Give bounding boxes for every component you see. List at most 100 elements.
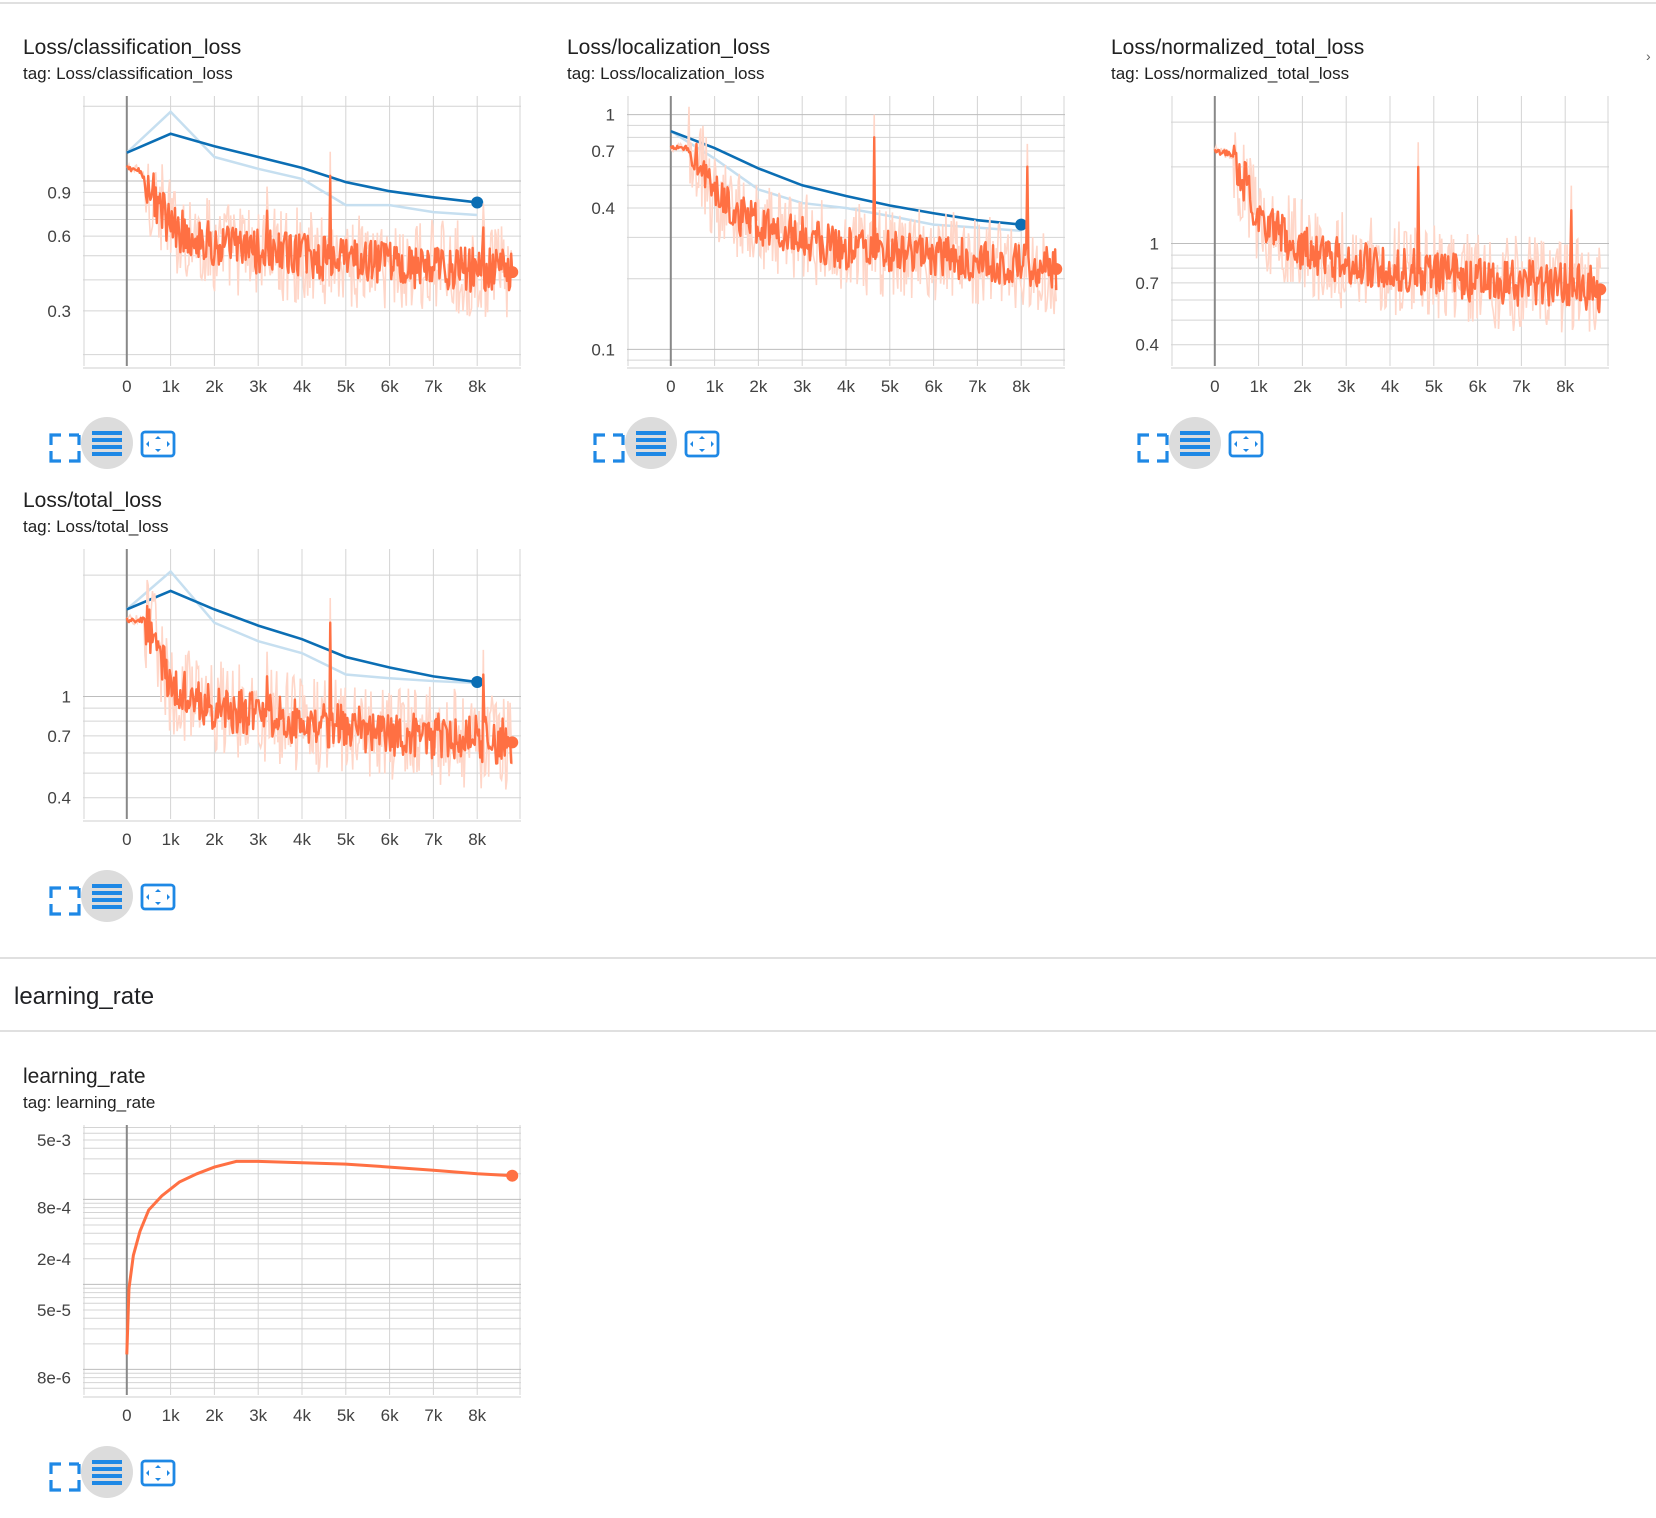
line-chart[interactable]: 0 1k 2k 3k 4k 5k 6k 7k 8k 0.4 0.7 1 [1111,96,1609,416]
x-tick-label: 7k [424,377,442,396]
line-chart[interactable]: 0 1k 2k 3k 4k 5k 6k 7k 8k 0.4 0.7 1 [23,549,521,869]
fullscreen-button[interactable] [33,870,85,922]
log-scale-icon [636,431,666,456]
fullscreen-button[interactable] [1121,417,1173,469]
eval-smoothed-line [126,132,478,204]
eval-last-point [1015,218,1028,231]
eval-smoothed-line [126,589,478,684]
log-scale-icon [92,1460,122,1485]
fit-domain-button[interactable] [131,417,183,469]
y-tick-label: 0.6 [47,227,71,246]
x-tick-label: 2k [1293,377,1311,396]
train-line [125,1159,513,1355]
x-tick-label: 3k [249,377,267,396]
x-tick-label: 7k [424,830,442,849]
y-tick-label: 0.3 [47,302,71,321]
x-tick-label: 5k [881,377,899,396]
x-tick-label: 4k [1381,377,1399,396]
line-chart[interactable]: 0 1k 2k 3k 4k 5k 6k 7k 8k 8e-6 5e-5 2e-4 8e-4 5e-3 [23,1125,521,1445]
series-eval [670,129,1028,233]
fit-domain-button[interactable] [675,417,727,469]
fullscreen-icon [1137,433,1169,463]
gridlines [83,1125,521,1395]
y-tick-label: 0.1 [591,340,615,359]
y-tick-label: 0.7 [591,142,615,161]
fullscreen-button[interactable] [33,1446,85,1498]
series-eval [125,569,484,689]
train-smoothed-line [1213,144,1602,314]
section-title[interactable]: learning_rate [14,983,155,1010]
log-scale-icon [92,884,122,909]
fullscreen-button[interactable] [33,417,85,469]
x-tick-label: 1k [1250,377,1268,396]
log-scale-toggle-button[interactable] [625,417,677,469]
x-tick-label: 0 [1210,377,1219,396]
log-scale-toggle-button[interactable] [81,870,133,922]
x-tick-label: 5k [337,1406,355,1425]
card-title: Loss/total_loss [23,489,162,512]
line-chart[interactable]: 0 1k 2k 3k 4k 5k 6k 7k 8k 0.3 0.6 0.9 [23,96,521,416]
eval-last-point [471,196,484,209]
log-scale-toggle-button[interactable] [81,1446,133,1498]
y-tick-label: 2e-4 [37,1250,71,1269]
train-last-point [506,736,519,749]
chart-card-normalized-total: Loss/normalized_total_loss tag: Loss/nor… [1111,36,1609,476]
x-tick-label: 4k [293,830,311,849]
log-scale-toggle-button[interactable] [81,417,133,469]
series-eval [125,110,484,217]
fullscreen-icon [49,886,81,916]
x-tick-label: 1k [162,1406,180,1425]
x-tick-label: 8k [468,830,486,849]
fit-domain-button[interactable] [131,1446,183,1498]
x-tick-label: 0 [666,377,675,396]
x-tick-label: 2k [749,377,767,396]
chart-toolbar [33,870,176,922]
toggle-active-background [625,417,677,469]
series-train [125,579,519,790]
x-tick-label: 0 [122,830,131,849]
fit-domain-button[interactable] [131,870,183,922]
eval-raw-line [125,569,478,685]
y-tick-label: 5e-5 [37,1301,71,1320]
train-last-point [1594,283,1607,296]
series-train [125,151,519,318]
x-tick-label: 1k [162,377,180,396]
x-tick-label: 3k [793,377,811,396]
y-tick-label: 0.4 [591,199,615,218]
card-title: Loss/localization_loss [567,36,771,59]
card-tag: tag: Loss/normalized_total_loss [1111,64,1350,83]
top-divider [0,2,1656,4]
x-tick-label: 8k [1556,377,1574,396]
x-tick-label: 8k [468,377,486,396]
y-tick-label: 1 [1150,235,1159,254]
clipped-indicator-icon: › [1646,48,1651,64]
y-tick-label: 1 [62,688,71,707]
log-scale-toggle-button[interactable] [1169,417,1221,469]
series-train [669,106,1063,315]
fit-domain-button[interactable] [1219,417,1271,469]
chart-card-classification: Loss/classification_loss tag: Loss/class… [23,36,521,476]
x-tick-label: 6k [381,377,399,396]
eval-smoothed-line [670,129,1022,226]
x-tick-label: 7k [424,1406,442,1425]
fit-domain-icon [684,430,720,458]
log-scale-icon [92,431,122,456]
x-tick-label: 5k [337,830,355,849]
x-tick-label: 1k [706,377,724,396]
x-tick-label: 2k [205,830,223,849]
y-tick-label: 1 [606,106,615,125]
line-chart[interactable]: 0 1k 2k 3k 4k 5k 6k 7k 8k 0.1 0.4 0.7 1 [567,96,1065,416]
fullscreen-button[interactable] [577,417,629,469]
train-last-point [506,1169,519,1182]
toggle-active-background [1169,417,1221,469]
chart-card-localization: Loss/localization_loss tag: Loss/localiz… [567,36,1065,476]
fit-domain-icon [140,430,176,458]
section-divider [0,957,1656,959]
x-tick-label: 7k [968,377,986,396]
x-tick-label: 5k [1425,377,1443,396]
fullscreen-icon [49,433,81,463]
y-tick-label: 0.9 [47,183,71,202]
chart-card-learning-rate: learning_rate tag: learning_rate 0 1k 2k 3k… [23,1065,521,1505]
card-tag: tag: Loss/classification_loss [23,64,233,83]
series-train [125,1159,519,1355]
